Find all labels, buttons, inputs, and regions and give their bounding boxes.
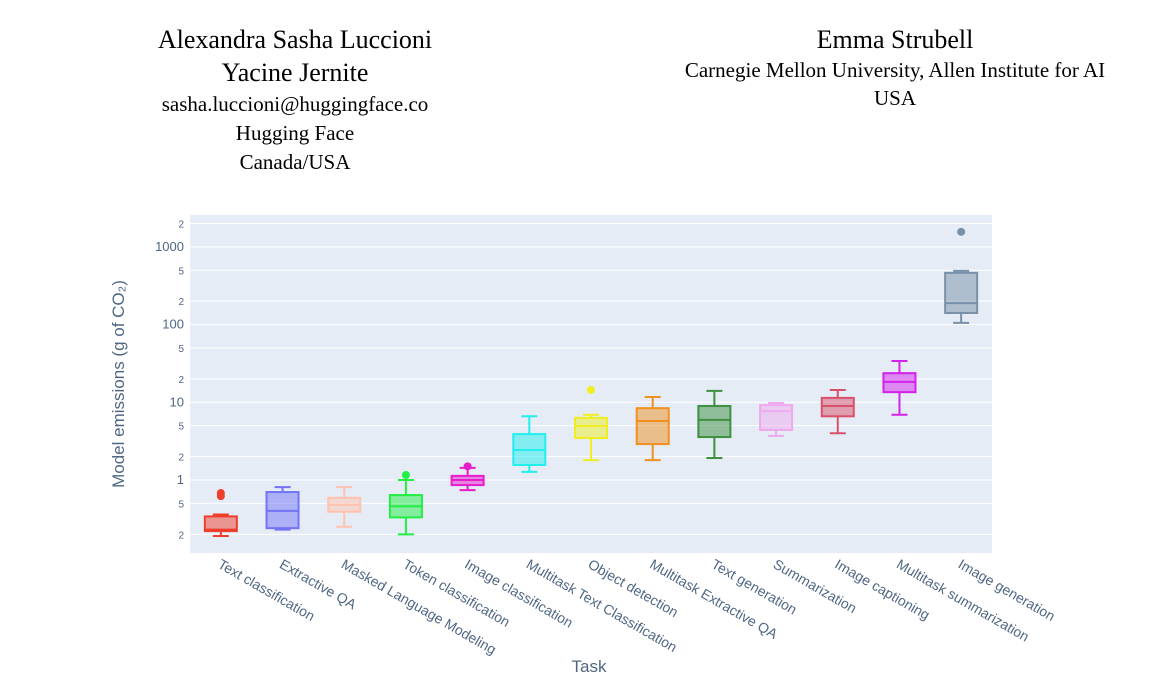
x-tick-label: Image classification [462, 556, 576, 631]
author-name: Alexandra Sasha Luccioni [158, 25, 432, 54]
box [635, 407, 670, 446]
outlier [216, 489, 225, 498]
plot-area [190, 215, 992, 553]
box-group [450, 462, 485, 492]
outlier [957, 227, 966, 236]
y-tick-label: 2 [178, 375, 184, 386]
y-tick-label: 2 [178, 297, 184, 308]
y-tick-label: 10 [170, 394, 184, 409]
y-tick-label: 5 [178, 499, 184, 510]
outlier [401, 470, 410, 479]
y-tick-label: 5 [178, 266, 184, 277]
box-group [882, 359, 917, 416]
y-axis-title: Model emissions (g of CO₂) [109, 280, 128, 488]
box-group [944, 227, 979, 324]
y-tick-label: 5 [178, 422, 184, 433]
box-group [512, 415, 547, 473]
country: Canada/USA [240, 150, 352, 174]
y-tick-label: 1000 [155, 239, 184, 254]
box [820, 396, 855, 418]
y-tick-label: 2 [178, 453, 184, 464]
outlier [587, 385, 595, 394]
box [944, 271, 979, 314]
y-tick-label: 1 [177, 472, 184, 487]
box [759, 404, 794, 431]
box-group [574, 385, 608, 462]
y-tick-label: 2 [178, 530, 184, 541]
box-group [265, 486, 300, 531]
box-group [203, 489, 238, 538]
box [697, 405, 732, 439]
box-group [635, 395, 670, 462]
y-tick-label: 2 [178, 219, 184, 230]
y-tick-label: 5 [178, 344, 184, 355]
affiliation: Hugging Face [236, 121, 354, 145]
author-name: Emma Strubell [817, 25, 974, 54]
box-group [759, 401, 794, 437]
outlier [463, 462, 472, 471]
box [574, 416, 608, 440]
box-group [820, 388, 855, 435]
x-axis-title: Task [572, 657, 607, 676]
author-name: Yacine Jernite [222, 58, 369, 87]
affiliation: Carnegie Mellon University, Allen Instit… [685, 58, 1105, 82]
box-group [388, 470, 423, 536]
box-group [697, 389, 732, 459]
box [203, 515, 238, 533]
box-group [327, 486, 362, 528]
country: USA [874, 86, 917, 110]
y-tick-label: 100 [162, 317, 184, 332]
author-email: sasha.luccioni@huggingface.co [162, 92, 429, 116]
